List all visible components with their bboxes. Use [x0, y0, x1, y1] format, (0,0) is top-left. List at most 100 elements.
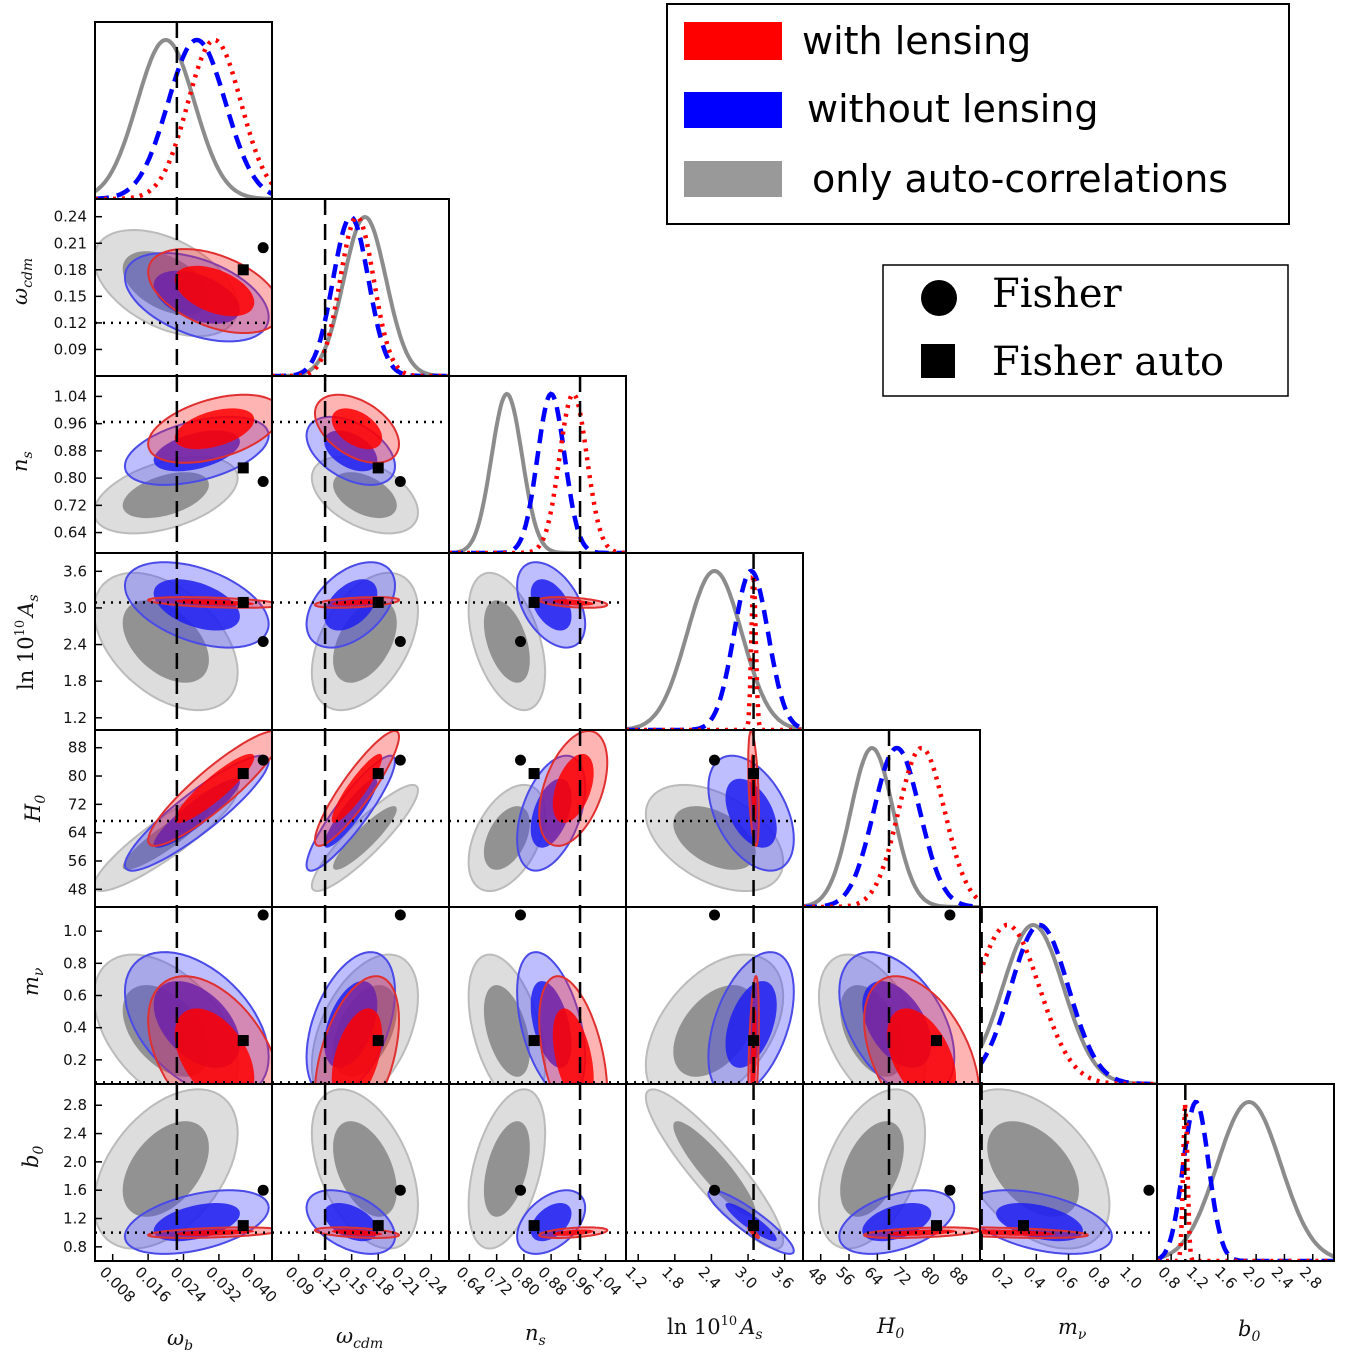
x-tick-label: 56 [832, 1263, 858, 1289]
contour-1sigma-only-auto-correlations [987, 1121, 1079, 1217]
fisher-marker [514, 754, 526, 766]
contour-1sigma-with-lensing [552, 1229, 594, 1236]
marker-legend: Fisher Fisher auto [882, 264, 1289, 397]
fisher-auto-marker [372, 768, 384, 780]
ylabel-H0: H0 [21, 795, 49, 823]
x-tick-label: 1.0 [1116, 1263, 1146, 1293]
y-tick-label: 64 [68, 824, 87, 842]
y-tick-label: 88 [68, 739, 87, 757]
contour-1sigma-without-lensing [153, 579, 240, 631]
y-tick-label: 48 [68, 880, 87, 898]
y-tick-label: 0.24 [54, 208, 87, 226]
panel-lnAs-ns [448, 552, 627, 731]
x-tick-label: 0.80 [507, 1263, 543, 1299]
fisher-marker [514, 1184, 526, 1196]
y-tick-label: 0.96 [54, 415, 87, 433]
fisher-auto-marker [237, 768, 249, 780]
fisher-auto-marker [372, 1035, 384, 1047]
xlabel-b0: b0 [1238, 1317, 1260, 1345]
marginal-curve-without-lensing [95, 37, 272, 199]
xlabel-H0: H0 [876, 1314, 904, 1342]
x-tick-label: 0.18 [361, 1263, 397, 1299]
x-tick-label: 0.24 [414, 1263, 450, 1299]
legend-label-without-lensing: without lensing [807, 87, 1099, 131]
y-tick-label: 2.8 [63, 1096, 87, 1114]
contour-1sigma-with-lensing [331, 1008, 383, 1084]
fisher-auto-marker [748, 768, 760, 780]
x-tick-label: 0.6 [1052, 1263, 1082, 1293]
panel-ns-wcdm [271, 375, 450, 554]
fisher-marker [394, 636, 406, 647]
panel-lnAs-lnAs [625, 552, 804, 731]
fisher-marker [394, 476, 406, 488]
marginal-curve-without-lensing [803, 745, 980, 907]
legend-label-with-lensing: with lensing [802, 19, 1031, 63]
marginal-curve-with-lensing [1157, 1103, 1334, 1261]
fisher-marker [514, 909, 526, 921]
fisher-auto-marker [237, 264, 249, 276]
panel-b0-lnAs: 1.2 1.8 2.4 3.0 3.6 [621, 1083, 804, 1293]
fisher-marker [257, 754, 269, 766]
y-tick-label: 0.18 [54, 261, 87, 279]
y-tick-label: 0.15 [54, 287, 87, 305]
panel-H0-lnAs [625, 729, 804, 908]
contour-1sigma-without-lensing [324, 778, 378, 848]
panel-b0-b0: 0.81.21.62.02.42.8 [1154, 1083, 1335, 1293]
x-tick-label: 0.64 [453, 1263, 489, 1299]
x-axis-labels: ωb ωcdm ns ln 1010 As H0 mν b0 [167, 1314, 1260, 1354]
contour-1sigma-with-lensing [174, 753, 255, 823]
fisher-marker [514, 636, 526, 647]
x-tick-label: 88 [945, 1263, 971, 1289]
x-tick-label: 48 [804, 1263, 830, 1289]
y-tick-label: 0.88 [54, 442, 87, 460]
y-tick-label: 0.4 [63, 1019, 87, 1037]
x-tick-label: 0.4 [1019, 1263, 1049, 1293]
fisher-marker [394, 1184, 406, 1196]
marginal-curve-without-lensing [626, 568, 803, 730]
fisher-marker [709, 1184, 720, 1196]
panel-lnAs-wb: 1.2 1.8 2.4 3.0 3.6 [63, 552, 273, 731]
x-tick-label: 0.008 [96, 1263, 139, 1306]
panel-H0-ns [448, 729, 627, 908]
panel-mnu-mnu [979, 906, 1158, 1085]
legend-label-only-auto: only auto-correlations [812, 157, 1228, 201]
contour-1sigma-only-auto-correlations [333, 806, 397, 870]
legend-fisher-circle-marker [921, 280, 957, 316]
x-tick-label: 0.024 [167, 1263, 210, 1306]
x-tick-label: 1.6 [1211, 1263, 1241, 1293]
fisher-auto-marker [372, 596, 384, 608]
y-tick-label: 0.80 [54, 469, 87, 487]
panel-b0-wcdm: 0.090.120.150.180.210.24 [271, 1083, 451, 1299]
marginal-curve-only-auto-correlations [449, 391, 626, 553]
contour-1sigma-with-lensing [174, 1008, 255, 1084]
x-tick-label: 3.0 [731, 1263, 761, 1293]
panel-wcdm-wb: 0.09 0.12 0.15 0.18 0.21 0.24 [54, 198, 273, 377]
x-tick-label: 3.6 [768, 1263, 798, 1293]
fisher-auto-marker [237, 1035, 249, 1047]
ylabel-b0: b0 [19, 1146, 47, 1168]
panel-ns-wb: 0.64 0.72 0.80 0.88 0.96 1.04 [54, 375, 273, 554]
fisher-auto-marker [1017, 1220, 1029, 1232]
fisher-marker [944, 1184, 956, 1196]
y-tick-label: 1.04 [54, 387, 87, 405]
legend-label-fisher-auto: Fisher auto [992, 339, 1224, 385]
contour-1sigma-with-lensing [331, 599, 383, 606]
y-tick-label: 1.2 [63, 1210, 87, 1228]
y-tick-label: 1.6 [63, 1181, 87, 1199]
fisher-auto-marker [237, 462, 249, 474]
fisher-marker [257, 636, 269, 647]
panels-layer: 0.090.120.150.180.210.240.640.720.800.88… [54, 21, 1335, 1306]
panel-mnu-H0 [802, 906, 981, 1085]
marginal-curve-without-lensing [980, 922, 1157, 1084]
ylabel-omega-cdm: ωcdm [8, 258, 36, 305]
fisher-auto-marker [930, 1035, 942, 1047]
x-tick-label: 2.8 [1296, 1263, 1326, 1293]
y-tick-label: 0.2 [63, 1051, 87, 1069]
x-tick-label: 0.8 [1084, 1263, 1114, 1293]
marginal-curve-only-auto-correlations [95, 37, 272, 199]
contour-1sigma-with-lensing [552, 1008, 594, 1084]
panel-b0-H0: 48 56 64 72 80 88 [802, 1083, 981, 1289]
contour-1sigma-with-lensing [552, 753, 594, 823]
x-tick-label: 0.09 [282, 1263, 318, 1299]
fisher-marker [257, 1184, 269, 1196]
